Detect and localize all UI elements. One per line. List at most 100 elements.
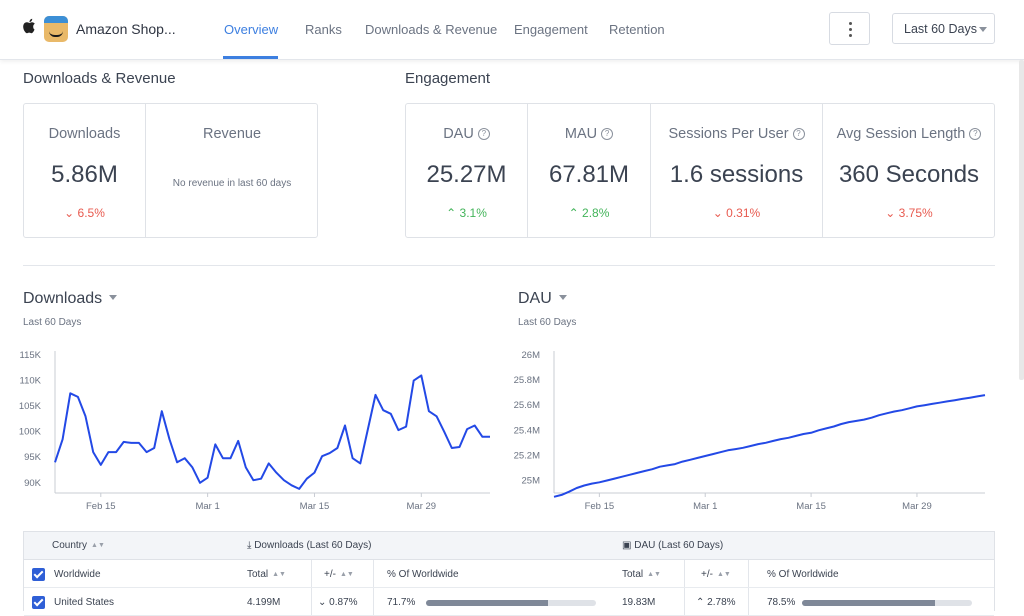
total-sort-header[interactable]: Total ▲▼ bbox=[247, 569, 286, 580]
sort-icon: ▲▼ bbox=[339, 571, 354, 578]
column-divider bbox=[684, 588, 685, 615]
arrow-down-icon: ⌄ bbox=[885, 206, 899, 220]
page-scrollbar[interactable] bbox=[1019, 60, 1024, 380]
downloads-pct: 71.7% bbox=[387, 597, 416, 608]
metric-label: DAU? bbox=[406, 126, 527, 142]
download-icon: ⤓ bbox=[247, 540, 255, 551]
downloads-change: ⌄ 0.87% bbox=[318, 597, 358, 608]
change-value: 2.78% bbox=[707, 597, 736, 608]
chevron-down-icon bbox=[558, 295, 567, 300]
chart-title-text: DAU bbox=[518, 290, 552, 307]
downloads-metric: Downloads 5.86M ⌄ 6.5% bbox=[24, 104, 145, 237]
y-tick-label: 25.6M bbox=[514, 400, 540, 411]
column-divider bbox=[311, 560, 312, 587]
tab-engagement[interactable]: Engagement bbox=[514, 22, 588, 37]
x-tick-label: Mar 1 bbox=[693, 501, 717, 512]
downloads-chart-title[interactable]: Downloads bbox=[23, 290, 118, 308]
metric-value: 5.86M bbox=[51, 161, 118, 188]
table-row: Worldwide Total ▲▼ +/- ▲▼ % Of Worldwide T… bbox=[24, 560, 994, 588]
section-divider bbox=[23, 265, 995, 266]
change-value: 0.87% bbox=[329, 597, 358, 608]
dau-chart-subtitle: Last 60 Days bbox=[518, 317, 577, 328]
pct-worldwide-header: % Of Worldwide bbox=[387, 569, 459, 580]
y-tick-label: 100K bbox=[19, 427, 42, 438]
kebab-dot bbox=[849, 28, 852, 31]
no-revenue-note: No revenue in last 60 days bbox=[172, 178, 292, 189]
column-divider bbox=[748, 560, 749, 587]
dau-chart-title[interactable]: DAU bbox=[518, 290, 567, 308]
dau-pct-bar bbox=[802, 600, 972, 606]
x-tick-label: Mar 15 bbox=[796, 501, 826, 512]
tab-overview[interactable]: Overview bbox=[224, 22, 279, 37]
metric-label: Revenue bbox=[202, 126, 262, 142]
metric-label-text: Avg Session Length bbox=[836, 126, 966, 142]
metric-change-value: 3.1% bbox=[459, 206, 487, 220]
change-sort-header[interactable]: +/- ▲▼ bbox=[701, 569, 731, 580]
more-options-button[interactable] bbox=[829, 12, 870, 45]
app-name: Amazon Shop... bbox=[76, 21, 176, 37]
metric-change-value: 2.8% bbox=[582, 206, 610, 220]
arrow-down-icon: ⌄ bbox=[712, 206, 727, 220]
y-tick-label: 25.2M bbox=[514, 450, 540, 461]
y-tick-label: 105K bbox=[19, 401, 42, 412]
country-table: Country ▲▼ ⤓ Downloads (Last 60 Days) ▣ D… bbox=[23, 531, 995, 616]
table-row: United States 4.199M ⌄ 0.87% 71.7% 19.83… bbox=[24, 588, 994, 616]
sessions-per-user-metric: Sessions Per User? 1.6 sessions ⌄ 0.31% bbox=[650, 104, 822, 237]
total-sort-header[interactable]: Total ▲▼ bbox=[622, 569, 661, 580]
downloads-revenue-card: Downloads 5.86M ⌄ 6.5% Revenue No revenu… bbox=[23, 103, 318, 238]
metric-label-text: DAU bbox=[443, 126, 474, 142]
metric-label: Sessions Per User? bbox=[651, 126, 822, 142]
dau-column-header: ▣ DAU (Last 60 Days) bbox=[622, 540, 723, 551]
column-divider bbox=[373, 588, 374, 615]
metric-change: ⌄ 3.75% bbox=[823, 206, 995, 220]
dau-pct: 78.5% bbox=[767, 597, 796, 608]
top-bar: Amazon Shop... Overview Ranks Downloads … bbox=[0, 0, 1024, 60]
country-name: United States bbox=[54, 597, 115, 608]
header-label: Downloads (Last 60 Days) bbox=[254, 540, 372, 551]
metric-change-value: 6.5% bbox=[77, 206, 105, 220]
row-checkbox[interactable] bbox=[32, 568, 45, 581]
help-circle-icon[interactable]: ? bbox=[792, 128, 805, 140]
dau-icon: ▣ bbox=[622, 540, 635, 551]
column-divider bbox=[684, 560, 685, 587]
help-circle-icon[interactable]: ? bbox=[969, 128, 982, 140]
date-range-select[interactable]: Last 60 Days bbox=[892, 13, 995, 44]
avg-session-length-metric: Avg Session Length? 360 Seconds ⌄ 3.75% bbox=[822, 104, 995, 237]
arrow-up-icon: ⌃ bbox=[696, 597, 708, 608]
metric-label: Avg Session Length? bbox=[823, 126, 995, 142]
subheader-label: Total bbox=[247, 569, 269, 580]
revenue-metric: Revenue No revenue in last 60 days bbox=[145, 104, 318, 237]
change-sort-header[interactable]: +/- ▲▼ bbox=[324, 569, 354, 580]
tab-downloads-revenue[interactable]: Downloads & Revenue bbox=[365, 22, 498, 37]
row-checkbox[interactable] bbox=[32, 596, 45, 609]
y-tick-label: 110K bbox=[20, 376, 42, 387]
y-tick-label: 90K bbox=[24, 478, 42, 489]
x-tick-label: Feb 15 bbox=[585, 501, 615, 512]
column-divider bbox=[748, 588, 749, 615]
apple-icon bbox=[23, 18, 35, 34]
metric-label: Downloads bbox=[48, 126, 121, 142]
subheader-label: +/- bbox=[324, 569, 336, 580]
country-column-header[interactable]: Country ▲▼ bbox=[52, 540, 105, 551]
metric-change: ⌄ 0.31% bbox=[651, 206, 822, 220]
metric-change-value: 3.75% bbox=[898, 206, 933, 220]
arrow-down-icon: ⌄ bbox=[318, 597, 330, 608]
engagement-section-title: Engagement bbox=[405, 70, 491, 87]
subheader-label: Total bbox=[622, 569, 644, 580]
tab-retention[interactable]: Retention bbox=[609, 22, 665, 37]
mau-metric: MAU? 67.81M ⌃ 2.8% bbox=[527, 104, 650, 237]
metric-change: ⌃ 2.8% bbox=[528, 206, 650, 220]
metric-change-value: 0.31% bbox=[726, 206, 761, 220]
active-tab-indicator bbox=[223, 56, 278, 59]
header-label: DAU (Last 60 Days) bbox=[634, 540, 724, 551]
kebab-dot bbox=[849, 34, 852, 37]
sort-icon: ▲▼ bbox=[272, 571, 286, 578]
sort-icon: ▲▼ bbox=[647, 571, 661, 578]
amazon-shopping-app-icon bbox=[44, 16, 68, 42]
tab-ranks[interactable]: Ranks bbox=[305, 22, 342, 37]
sort-icon: ▲▼ bbox=[91, 542, 105, 549]
series-line bbox=[54, 374, 490, 490]
help-circle-icon[interactable]: ? bbox=[601, 128, 614, 140]
help-circle-icon[interactable]: ? bbox=[477, 128, 490, 140]
chevron-down-icon bbox=[109, 295, 118, 300]
